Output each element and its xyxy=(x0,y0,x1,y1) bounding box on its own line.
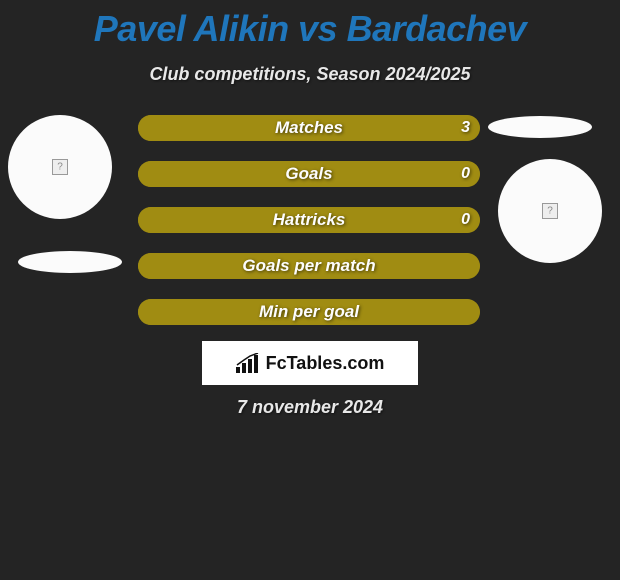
bar-value-right: 3 xyxy=(461,119,470,137)
page-title: Pavel Alikin vs Bardachev xyxy=(0,0,620,50)
player-right-shadow xyxy=(488,116,592,138)
placeholder-icon xyxy=(52,159,68,175)
stat-bar: Matches3 xyxy=(138,115,480,141)
bar-value-right: 0 xyxy=(461,211,470,229)
stat-bar: Goals per match xyxy=(138,253,480,279)
bar-fill-right xyxy=(138,207,480,233)
bar-fill-right xyxy=(138,253,480,279)
stat-bar: Hattricks0 xyxy=(138,207,480,233)
stat-bar: Min per goal xyxy=(138,299,480,325)
placeholder-icon xyxy=(542,203,558,219)
stat-bar: Goals0 xyxy=(138,161,480,187)
chart-icon xyxy=(236,353,260,373)
logo-text: FcTables.com xyxy=(266,353,385,374)
player-left-shadow xyxy=(18,251,122,273)
snapshot-date: 7 november 2024 xyxy=(0,397,620,418)
player-left-avatar xyxy=(8,115,112,219)
stat-bars: Matches3 Goals0 Hattricks0 Goals per match M… xyxy=(138,115,480,345)
bar-fill-right xyxy=(138,115,480,141)
page-subtitle: Club competitions, Season 2024/2025 xyxy=(0,64,620,85)
bar-fill-right xyxy=(138,299,480,325)
bar-value-right: 0 xyxy=(461,165,470,183)
player-right-avatar xyxy=(498,159,602,263)
bar-fill-right xyxy=(138,161,480,187)
site-logo: FcTables.com xyxy=(202,341,418,385)
